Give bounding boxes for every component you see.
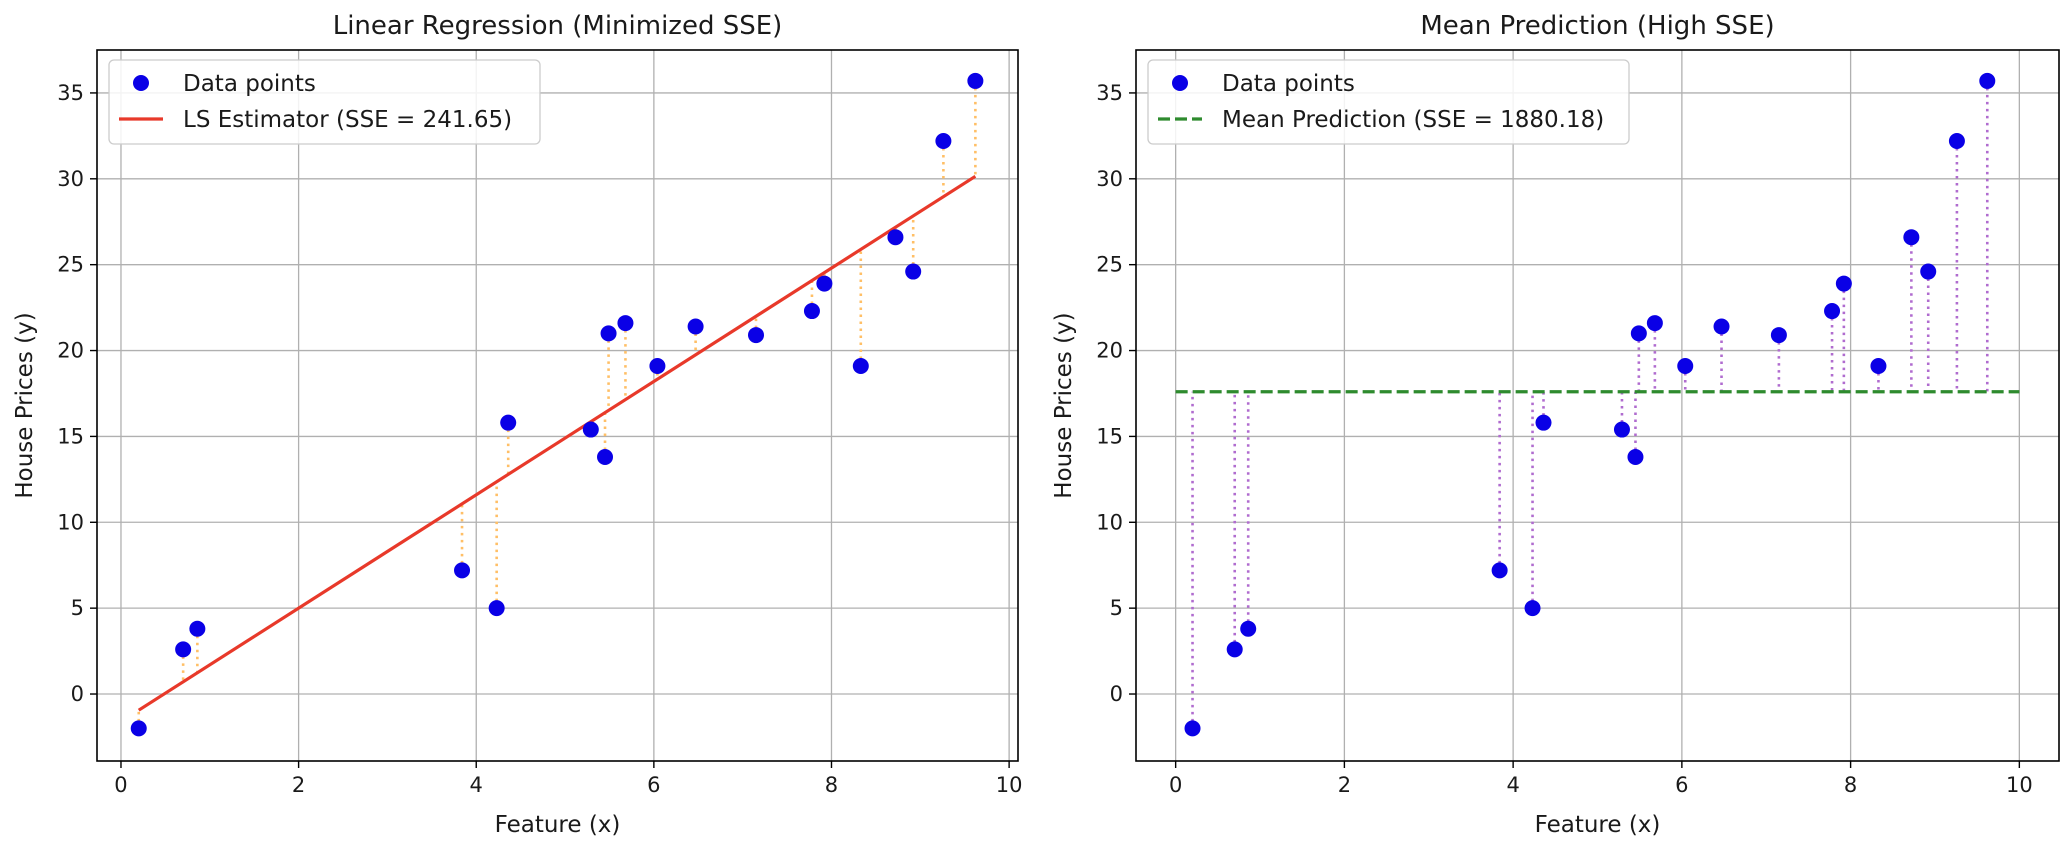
data-point	[1903, 229, 1920, 246]
legend-label-fit: LS Estimator (SSE = 241.65)	[183, 107, 512, 133]
y-tick-label: 30	[1096, 167, 1123, 191]
y-axis-label: House Prices (y)	[1051, 312, 1077, 498]
y-axis-label: House Prices (y)	[12, 312, 38, 498]
legend-box	[108, 59, 541, 145]
x-axis-label: Feature (x)	[1535, 812, 1661, 838]
y-tick-label: 20	[1096, 339, 1123, 363]
data-point	[130, 720, 147, 737]
y-tick-label: 0	[71, 682, 84, 706]
data-point	[649, 358, 666, 374]
data-point	[454, 562, 471, 579]
chart-title: Linear Regression (Minimized SSE)	[333, 11, 783, 41]
data-point	[582, 421, 599, 438]
data-point	[887, 229, 904, 246]
x-tick-label: 8	[825, 773, 838, 797]
x-tick-label: 6	[1675, 773, 1688, 797]
y-tick-label: 0	[1110, 682, 1123, 706]
y-tick-label: 10	[1096, 510, 1123, 534]
data-point	[803, 303, 820, 320]
data-point	[500, 414, 517, 431]
data-point	[1630, 325, 1647, 342]
left-chart-panel: 0 2 4 6 8 10 0 5 10 15 20 25 30 35 Linear Regression (…	[12, 11, 1022, 838]
legend-label-fit: Mean Prediction (SSE = 1880.18)	[1222, 107, 1604, 133]
data-point	[1627, 449, 1644, 466]
data-point	[1835, 275, 1852, 292]
x-tick-label: 0	[1169, 773, 1182, 797]
data-point	[1646, 315, 1663, 332]
data-point	[175, 641, 192, 658]
x-tick-label: 4	[1506, 773, 1519, 797]
x-tick-label: 10	[996, 773, 1023, 797]
chart-title: Mean Prediction (High SSE)	[1420, 11, 1774, 41]
data-point	[1613, 421, 1630, 438]
data-point	[617, 315, 634, 332]
data-point	[1240, 620, 1257, 637]
data-point	[747, 327, 764, 344]
x-axis-label: Feature (x)	[495, 812, 621, 838]
y-tick-label: 20	[57, 339, 84, 363]
data-point	[1713, 318, 1730, 335]
data-point	[1226, 641, 1243, 658]
axes-frame	[96, 49, 1019, 762]
x-tick-label: 10	[2006, 773, 2033, 797]
legend-label-data-points: Data points	[1222, 71, 1355, 97]
legend-label-data-points: Data points	[183, 71, 316, 97]
y-tick-label: 25	[1096, 253, 1123, 277]
data-point	[1770, 327, 1787, 344]
legend-box	[1147, 59, 1630, 145]
data-point	[1979, 72, 1996, 89]
x-tick-label: 4	[470, 773, 483, 797]
y-tick-label: 10	[57, 510, 84, 534]
data-point	[597, 449, 614, 466]
x-tick-label: 8	[1844, 773, 1857, 797]
x-tick-label: 2	[292, 773, 305, 797]
data-point	[1491, 562, 1508, 579]
x-tick-label: 0	[114, 773, 127, 797]
y-tick-label: 5	[71, 596, 84, 620]
legend-point-marker	[1172, 75, 1188, 91]
y-tick-label: 15	[57, 424, 84, 448]
data-point	[1920, 263, 1937, 280]
data-point	[1948, 133, 1965, 150]
data-point	[816, 275, 833, 292]
axes-frame	[1135, 49, 2060, 762]
data-point	[687, 318, 704, 335]
ls-estimator-line	[137, 174, 977, 712]
data-point	[488, 600, 505, 617]
data-point	[1824, 303, 1841, 320]
data-point	[852, 358, 869, 374]
legend-point-marker	[133, 75, 149, 91]
data-point	[189, 620, 206, 637]
data-point	[1524, 600, 1541, 617]
data-point	[600, 325, 617, 342]
data-point	[1870, 358, 1887, 374]
data-point	[935, 133, 952, 150]
data-point	[967, 72, 984, 89]
data-point	[1677, 358, 1694, 374]
data-point	[1535, 414, 1552, 431]
y-tick-label: 35	[57, 81, 84, 105]
data-point	[1184, 720, 1201, 737]
x-tick-label: 6	[647, 773, 660, 797]
right-chart-panel: 0 2 4 6 8 10 0 5 10 15 20 25 30 35 Mean Prediction (Hi…	[1051, 11, 2060, 838]
y-tick-label: 35	[1096, 81, 1123, 105]
data-point	[905, 263, 922, 280]
y-tick-label: 5	[1110, 596, 1123, 620]
y-tick-label: 25	[57, 253, 84, 277]
y-tick-label: 30	[57, 167, 84, 191]
x-tick-label: 2	[1338, 773, 1351, 797]
y-tick-label: 15	[1096, 424, 1123, 448]
